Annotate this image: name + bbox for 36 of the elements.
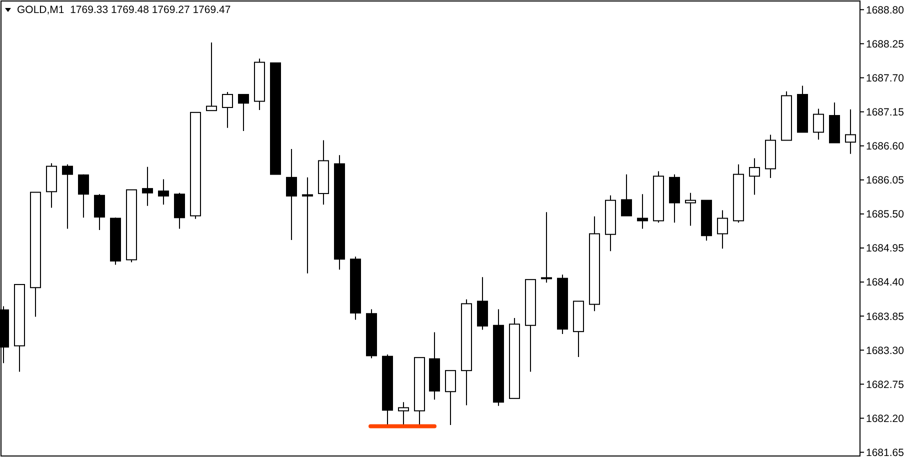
y-tick-label: 1681.65 (866, 446, 904, 459)
y-tick-label: 1683.85 (866, 310, 904, 323)
candlestick (845, 108, 856, 154)
candlestick (286, 148, 297, 240)
candlestick (174, 192, 185, 230)
y-tick-label: 1683.30 (866, 344, 904, 357)
candlestick (158, 178, 169, 206)
y-tick-label: 1682.75 (866, 378, 904, 391)
candlestick (445, 370, 456, 426)
candlestick (717, 210, 728, 250)
candlestick (222, 92, 233, 128)
candlestick (637, 194, 648, 230)
y-tick-label: 1684.40 (866, 276, 904, 289)
candlestick (62, 164, 73, 230)
candlestick (621, 174, 632, 216)
y-tick-label: 1687.70 (866, 72, 904, 84)
candlestick (541, 212, 552, 284)
candlestick (685, 192, 696, 226)
chart-title: GOLD,M1 1769.33 1769.48 1769.27 1769.47 (17, 4, 231, 16)
y-tick-label: 1688.80 (866, 4, 904, 16)
y-tick-label: 1684.95 (866, 242, 904, 255)
candlestick (813, 108, 824, 140)
y-tick-label: 1688.25 (866, 38, 904, 50)
candlestick (398, 402, 409, 425)
candlestick (142, 166, 153, 206)
y-tick-label: 1682.20 (866, 412, 904, 425)
candlestick (78, 174, 89, 218)
y-tick-label: 1686.60 (866, 140, 904, 153)
y-tick-label: 1685.50 (866, 208, 904, 221)
candlestick (749, 158, 760, 196)
y-tick-label: 1687.15 (866, 106, 904, 118)
candlestick (302, 176, 313, 274)
y-tick-label: 1686.05 (866, 174, 904, 187)
candlestick (206, 42, 217, 112)
candlestick (238, 94, 249, 132)
candlestick (94, 194, 105, 231)
